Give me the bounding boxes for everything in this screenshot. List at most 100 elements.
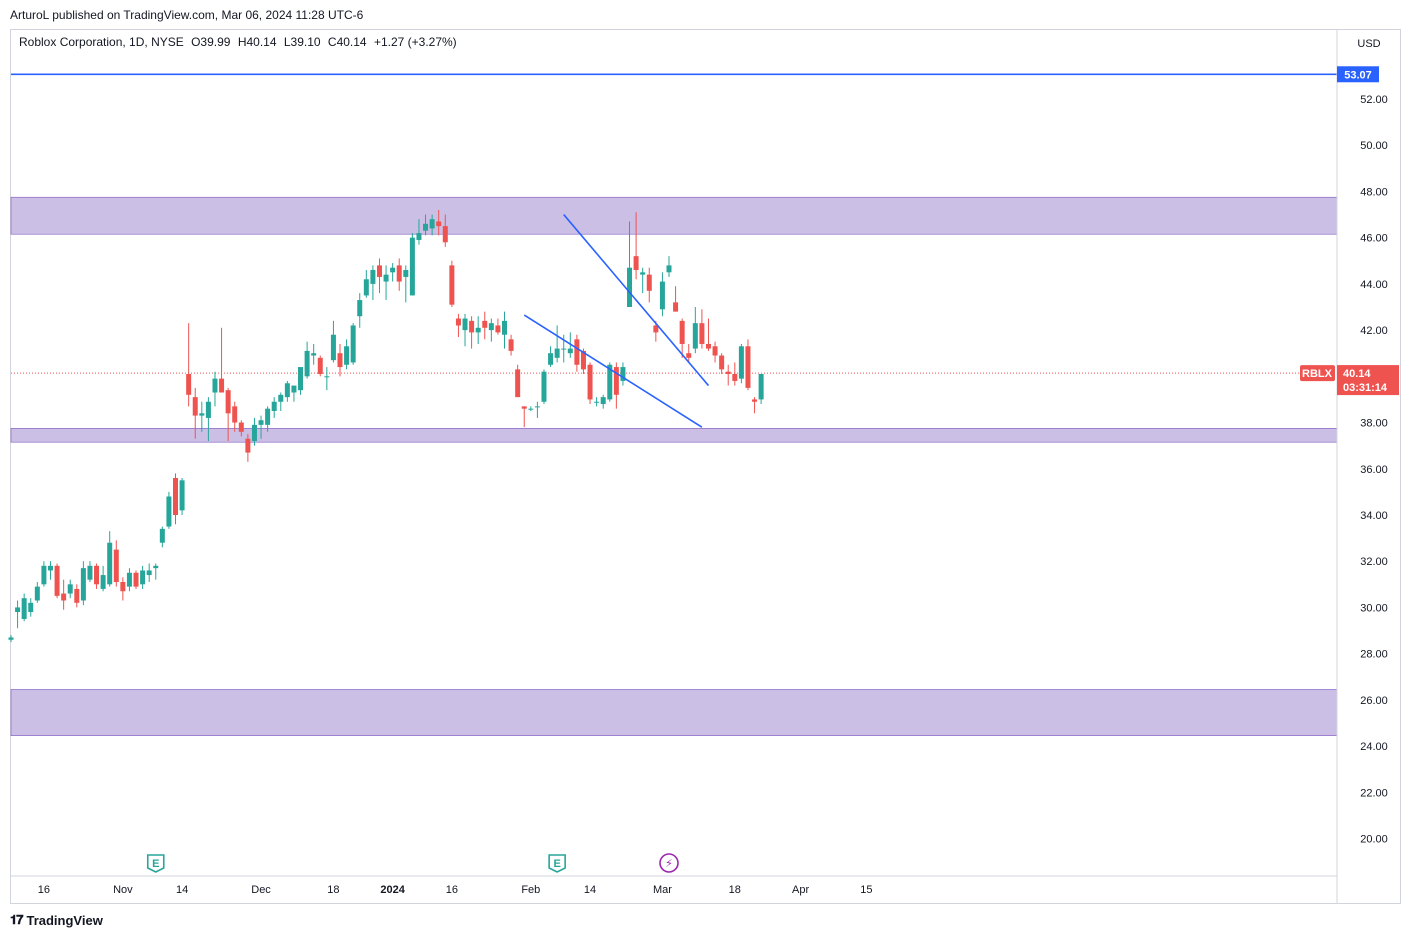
candle-body: [61, 593, 67, 601]
earnings-badge-label: E: [553, 858, 560, 870]
candle: [107, 531, 113, 587]
candle-body: [74, 588, 80, 603]
candle: [502, 311, 507, 349]
candle-body: [120, 581, 126, 592]
candle-body: [166, 496, 172, 527]
candle-body: [725, 371, 731, 375]
candle-body: [251, 424, 257, 442]
candle: [705, 318, 711, 351]
earnings-badge-label: E: [152, 858, 159, 870]
candle: [436, 209, 442, 236]
candle-body: [225, 390, 231, 414]
candle: [429, 214, 435, 236]
candle-body: [304, 350, 310, 377]
candle: [219, 327, 225, 393]
candle: [732, 362, 738, 386]
candle-body: [357, 300, 363, 317]
candle: [140, 565, 146, 589]
candle-body: [502, 320, 507, 335]
candle: [291, 385, 297, 402]
legend-open: O39.99: [191, 35, 231, 49]
candle: [258, 415, 264, 439]
candle: [528, 406, 534, 411]
symbol-legend: Roblox Corporation, 1D, NYSE O39.99 H40.…: [19, 35, 461, 49]
candle-body: [475, 327, 481, 333]
candle-body: [495, 325, 501, 333]
candle: [469, 316, 475, 349]
price-tick-label: 52.00: [1360, 94, 1388, 106]
candle-body: [205, 401, 211, 418]
time-tick-label: Mar: [653, 884, 672, 896]
time-tick-label: 14: [176, 884, 188, 896]
legend-close: C40.14: [327, 35, 367, 49]
candle-body: [330, 334, 336, 361]
candle: [186, 323, 192, 407]
candle: [449, 260, 455, 307]
candle: [712, 341, 718, 363]
candle-body: [344, 346, 350, 365]
candle: [455, 313, 461, 338]
currency-button[interactable]: USD: [1357, 38, 1381, 50]
earnings-badge-shape: [548, 854, 566, 873]
candle: [94, 563, 100, 589]
time-tick-label: 2024: [380, 884, 405, 896]
ticker-badge: [1300, 365, 1335, 382]
candle-body: [692, 323, 698, 349]
candle: [515, 364, 521, 398]
candle: [284, 380, 290, 402]
candle: [199, 401, 205, 432]
price-tick-label: 26.00: [1360, 695, 1388, 707]
candle-body: [554, 348, 560, 358]
chart-frame[interactable]: [10, 29, 1401, 904]
candle: [8, 635, 14, 643]
candle-body: [186, 374, 192, 395]
candle: [350, 323, 356, 365]
candles-layer: [8, 209, 764, 643]
candle: [574, 334, 580, 372]
candle: [28, 598, 34, 617]
price-tick-label: 46.00: [1360, 233, 1388, 245]
candle-body: [212, 378, 218, 393]
candle: [475, 316, 481, 344]
time-tick-label: 15: [860, 884, 872, 896]
wedge-trendline: [563, 214, 710, 387]
candle-body: [633, 256, 639, 271]
candle: [482, 311, 488, 340]
candle: [304, 341, 310, 379]
price-tick-label: 34.00: [1360, 510, 1388, 522]
candle: [34, 581, 40, 603]
candle: [594, 397, 600, 407]
candle-body: [278, 394, 284, 402]
candle: [666, 256, 672, 277]
trendlines-layer: [523, 214, 710, 428]
candle-body: [659, 281, 665, 310]
candle-body: [192, 397, 198, 416]
candle-body: [436, 221, 442, 227]
time-tick-label: Feb: [521, 884, 540, 896]
candle-body: [265, 408, 271, 425]
candle-body: [607, 364, 613, 400]
candle: [54, 563, 60, 599]
candle-body: [488, 323, 494, 331]
lines-layer: [11, 73, 1337, 374]
candle: [495, 318, 501, 335]
candle: [100, 565, 106, 592]
earnings-icon: E: [146, 854, 165, 873]
candle-body: [548, 353, 554, 365]
candle-body: [179, 480, 185, 511]
time-tick-label: 14: [584, 884, 596, 896]
candle-body: [284, 383, 290, 398]
badges-layer: 53.07 RBLX 40.14 03:31:14: [1300, 66, 1399, 396]
footer-brand[interactable]: 𝟏𝟕 TradingView: [10, 912, 103, 928]
tradingview-logo-icon: 𝟏𝟕: [10, 912, 24, 927]
candle-body: [271, 401, 277, 411]
candle: [719, 353, 725, 375]
candle-body: [666, 265, 672, 273]
candle-body: [508, 339, 514, 351]
candle-body: [752, 399, 758, 402]
candle: [383, 265, 389, 301]
candle-body: [705, 343, 711, 349]
candle-body: [15, 607, 21, 613]
candle-body: [521, 406, 527, 409]
